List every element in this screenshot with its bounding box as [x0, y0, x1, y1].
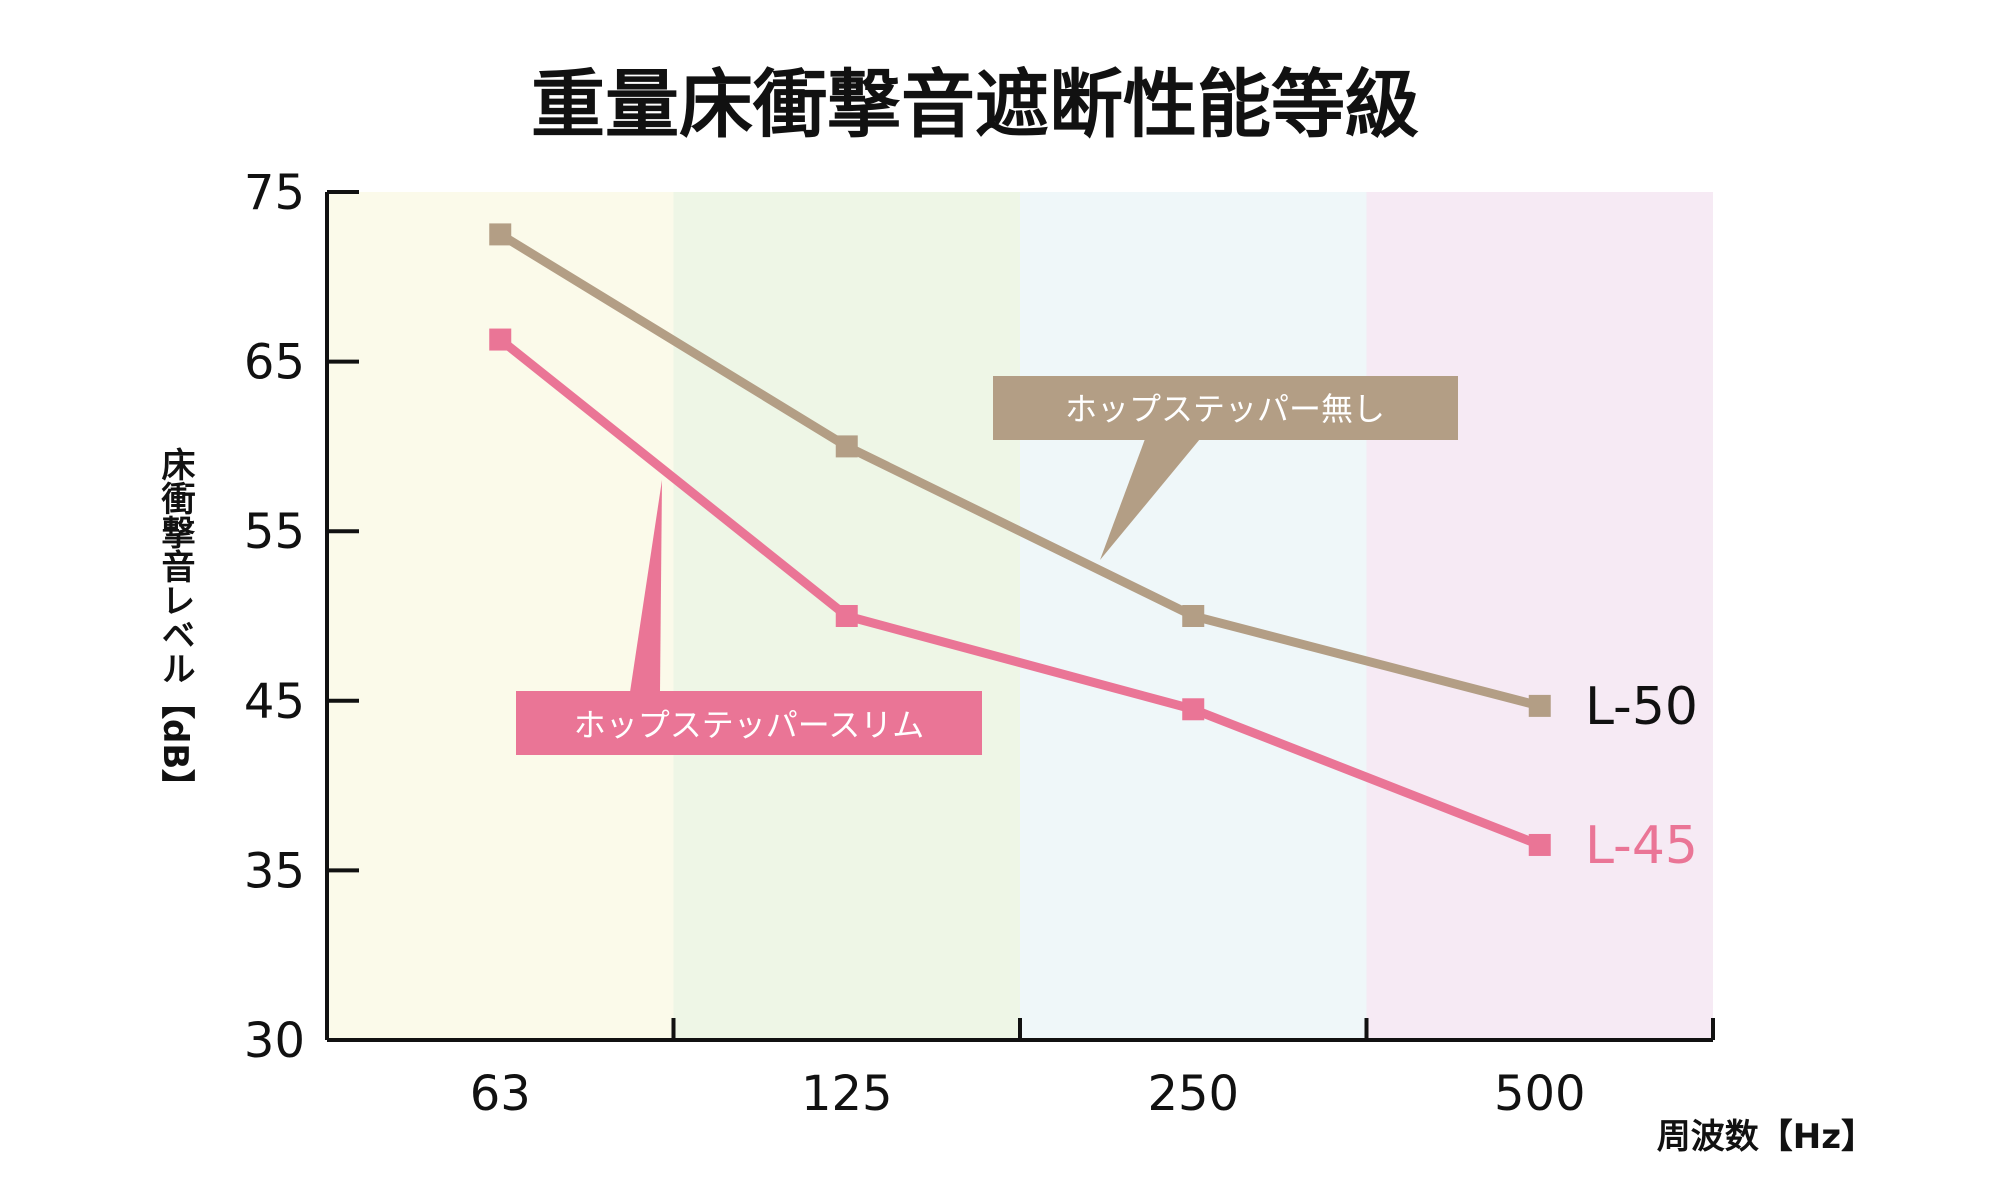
y-tick-label: 65 — [244, 335, 305, 391]
series-marker-without — [489, 223, 512, 246]
y-tick-label: 30 — [244, 1013, 305, 1069]
chart-title: 重量床衝撃音遮断性能等級 — [531, 62, 1419, 148]
end-label-slim: L-45 — [1585, 816, 1698, 876]
frequency-bands — [327, 192, 1713, 1040]
y-tick-label: 45 — [244, 674, 305, 730]
y-tick-label: 55 — [244, 504, 305, 560]
callout-label-without: ホップステッパー無し — [1065, 390, 1385, 428]
series-marker-slim — [1528, 833, 1551, 856]
x-tick-labels: 63 125 250 500 — [470, 1066, 1586, 1122]
series-marker-slim — [489, 328, 512, 351]
y-tick-labels: 30 35 45 55 65 75 — [244, 165, 305, 1069]
series-marker-without — [1528, 694, 1551, 717]
x-tick-label: 63 — [470, 1066, 531, 1122]
callout-pointer-without — [1100, 439, 1200, 560]
series-marker-slim — [1182, 698, 1205, 721]
x-tick-label: 250 — [1147, 1066, 1239, 1122]
y-tick-label: 35 — [244, 843, 305, 899]
callout-label-slim: ホップステッパースリム — [574, 706, 924, 744]
y-tick-label: 75 — [244, 165, 305, 221]
x-tick-label: 500 — [1494, 1066, 1586, 1122]
series-lines — [489, 223, 1551, 856]
band-500 — [1366, 192, 1713, 1040]
series-line-without — [497, 230, 1541, 711]
x-tick-label: 125 — [801, 1066, 893, 1122]
series-marker-without — [1182, 605, 1205, 627]
end-labels: L-50 L-45 — [1585, 677, 1698, 876]
callout-box-slim — [516, 691, 982, 755]
end-label-without: L-50 — [1585, 677, 1698, 737]
y-axis-label-text: 床衝撃音レベル【dB】 — [155, 447, 196, 803]
series-marker-without — [835, 435, 858, 458]
series-line-slim — [497, 336, 1542, 850]
callout-pointer-slim — [630, 480, 662, 692]
axes — [325, 190, 1715, 1042]
x-axis-label: 周波数【Hz】 — [1657, 1117, 1875, 1157]
y-axis-label: 床衝撃音レベル【dB】 — [155, 447, 196, 803]
band-63 — [327, 192, 674, 1040]
callout-box-without — [993, 376, 1458, 440]
series-marker-slim — [835, 605, 858, 627]
